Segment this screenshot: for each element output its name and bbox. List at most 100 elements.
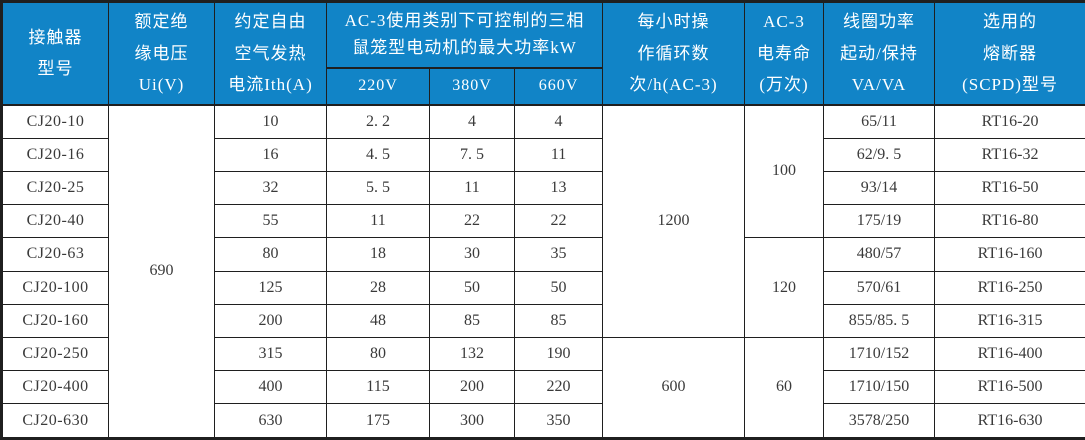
ith-cell: 400 [214, 369, 327, 405]
kw220-cell: 175 [326, 403, 430, 439]
coil-cell: 570/61 [823, 270, 936, 305]
header-kw-380v: 380V [429, 67, 515, 106]
coil-cell: 65/11 [823, 104, 936, 139]
kw220-cell: 115 [326, 369, 430, 405]
ith-cell: 32 [214, 171, 327, 206]
kw660-cell: 85 [513, 303, 604, 338]
header-fuse: 选用的 熔断器 (SCPD)型号 [934, 1, 1085, 106]
cycles-span-cell: 1200 [602, 104, 746, 338]
table-row: CJ20-630 630 175 300 350 3578/250 RT16-6… [1, 403, 1085, 439]
header-insulation-voltage: 额定绝 缘电压 Ui(V) [108, 1, 215, 106]
model-cell: CJ20-63 [1, 237, 109, 272]
model-cell: CJ20-25 [1, 171, 109, 206]
fuse-cell: RT16-400 [934, 336, 1085, 371]
model-cell: CJ20-160 [1, 303, 109, 338]
kw220-cell: 5. 5 [326, 171, 430, 206]
header-life: AC-3 电寿命 (万次) [744, 1, 825, 106]
fuse-cell: RT16-80 [934, 204, 1085, 239]
kw380-cell: 22 [429, 204, 515, 239]
kw380-cell: 7. 5 [429, 137, 515, 173]
kw380-cell: 4 [429, 104, 515, 139]
kw220-cell: 4. 5 [326, 137, 430, 173]
ith-cell: 125 [214, 270, 327, 305]
coil-cell: 480/57 [823, 237, 936, 272]
table-header: 接触器 型号 额定绝 缘电压 Ui(V) 约定自由 空气发热 电流Ith(A) … [1, 1, 1085, 106]
kw380-cell: 30 [429, 237, 515, 272]
table-body: CJ20-10 690 10 2. 2 4 4 1200 100 65/11 R… [1, 103, 1085, 440]
table-row: CJ20-63 80 18 30 35 120 480/57 RT16-160 [1, 237, 1085, 338]
cycles-span-cell: 600 [602, 336, 746, 440]
header-kw-group: AC-3使用类别下可控制的三相 鼠笼型电动机的最大功率kW [325, 1, 604, 69]
ith-cell: 55 [214, 204, 327, 239]
life-span-cell: 60 [744, 336, 825, 440]
life-span-cell: 120 [744, 237, 825, 338]
life-span-cell: 100 [744, 103, 825, 239]
kw220-cell: 28 [326, 270, 430, 305]
model-cell: CJ20-250 [1, 336, 109, 371]
coil-cell: 855/85. 5 [823, 303, 936, 338]
coil-cell: 175/19 [823, 204, 936, 239]
kw660-cell: 22 [513, 204, 604, 239]
coil-cell: 1710/152 [823, 336, 936, 371]
table-row: CJ20-400 400 115 200 220 1710/150 RT16-5… [1, 369, 1085, 405]
kw660-cell: 4 [513, 104, 604, 139]
fuse-cell: RT16-160 [934, 237, 1085, 272]
header-kw-220v: 220V [326, 67, 430, 106]
ui-span-cell: 690 [108, 104, 215, 439]
ith-cell: 16 [214, 137, 327, 173]
model-cell: CJ20-16 [1, 137, 109, 173]
kw380-cell: 11 [429, 171, 515, 206]
kw660-cell: 50 [513, 270, 604, 305]
table-row: CJ20-250 315 80 132 190 600 60 1710/152 … [1, 336, 1085, 440]
fuse-cell: RT16-315 [934, 303, 1085, 338]
ith-cell: 80 [214, 237, 327, 272]
header-cycles: 每小时操 作循环数 次/h(AC-3) [602, 1, 746, 106]
model-cell: CJ20-100 [1, 270, 109, 305]
header-model: 接触器 型号 [1, 1, 109, 106]
coil-cell: 93/14 [823, 171, 936, 206]
model-cell: CJ20-400 [1, 369, 109, 405]
kw660-cell: 13 [513, 171, 604, 206]
kw660-cell: 220 [513, 369, 604, 405]
kw380-cell: 85 [429, 303, 515, 338]
ith-cell: 200 [214, 303, 327, 338]
kw220-cell: 48 [326, 303, 430, 338]
model-cell: CJ20-630 [1, 403, 109, 439]
kw220-cell: 11 [326, 204, 430, 239]
kw220-cell: 80 [326, 336, 430, 371]
fuse-cell: RT16-630 [934, 403, 1085, 439]
kw660-cell: 35 [513, 237, 604, 272]
kw380-cell: 200 [429, 369, 515, 405]
header-thermal-current: 约定自由 空气发热 电流Ith(A) [214, 1, 327, 106]
header-kw-660v: 660V [513, 67, 604, 106]
model-cell: CJ20-10 [1, 104, 109, 139]
ith-cell: 315 [214, 336, 327, 371]
kw220-cell: 18 [326, 237, 430, 272]
kw380-cell: 50 [429, 270, 515, 305]
kw380-cell: 132 [429, 336, 515, 371]
table-row: CJ20-160 200 48 85 85 855/85. 5 RT16-315 [1, 303, 1085, 338]
model-cell: CJ20-40 [1, 204, 109, 239]
table-row: CJ20-16 16 4. 5 7. 5 11 62/9. 5 RT16-32 [1, 137, 1085, 173]
header-coil-power: 线圈功率 起动/保持 VA/VA [823, 1, 936, 106]
fuse-cell: RT16-50 [934, 171, 1085, 206]
table-row: CJ20-25 32 5. 5 11 13 93/14 RT16-50 [1, 171, 1085, 206]
fuse-cell: RT16-32 [934, 137, 1085, 173]
kw380-cell: 300 [429, 403, 515, 439]
fuse-cell: RT16-500 [934, 369, 1085, 405]
header-row-main: 接触器 型号 额定绝 缘电压 Ui(V) 约定自由 空气发热 电流Ith(A) … [1, 1, 1085, 106]
fuse-cell: RT16-250 [934, 270, 1085, 305]
kw220-cell: 2. 2 [326, 104, 430, 139]
ith-cell: 10 [214, 104, 327, 139]
header-row-sub: 220V 380V 660V [2, 67, 1085, 106]
kw660-cell: 350 [513, 403, 604, 439]
kw660-cell: 11 [513, 137, 604, 173]
coil-cell: 1710/150 [823, 369, 936, 405]
fuse-cell: RT16-20 [934, 104, 1085, 139]
coil-cell: 62/9. 5 [823, 137, 936, 173]
ith-cell: 630 [214, 403, 327, 439]
coil-cell: 3578/250 [823, 403, 936, 439]
table-row: CJ20-10 690 10 2. 2 4 4 1200 100 65/11 R… [1, 103, 1085, 439]
kw660-cell: 190 [513, 336, 604, 371]
